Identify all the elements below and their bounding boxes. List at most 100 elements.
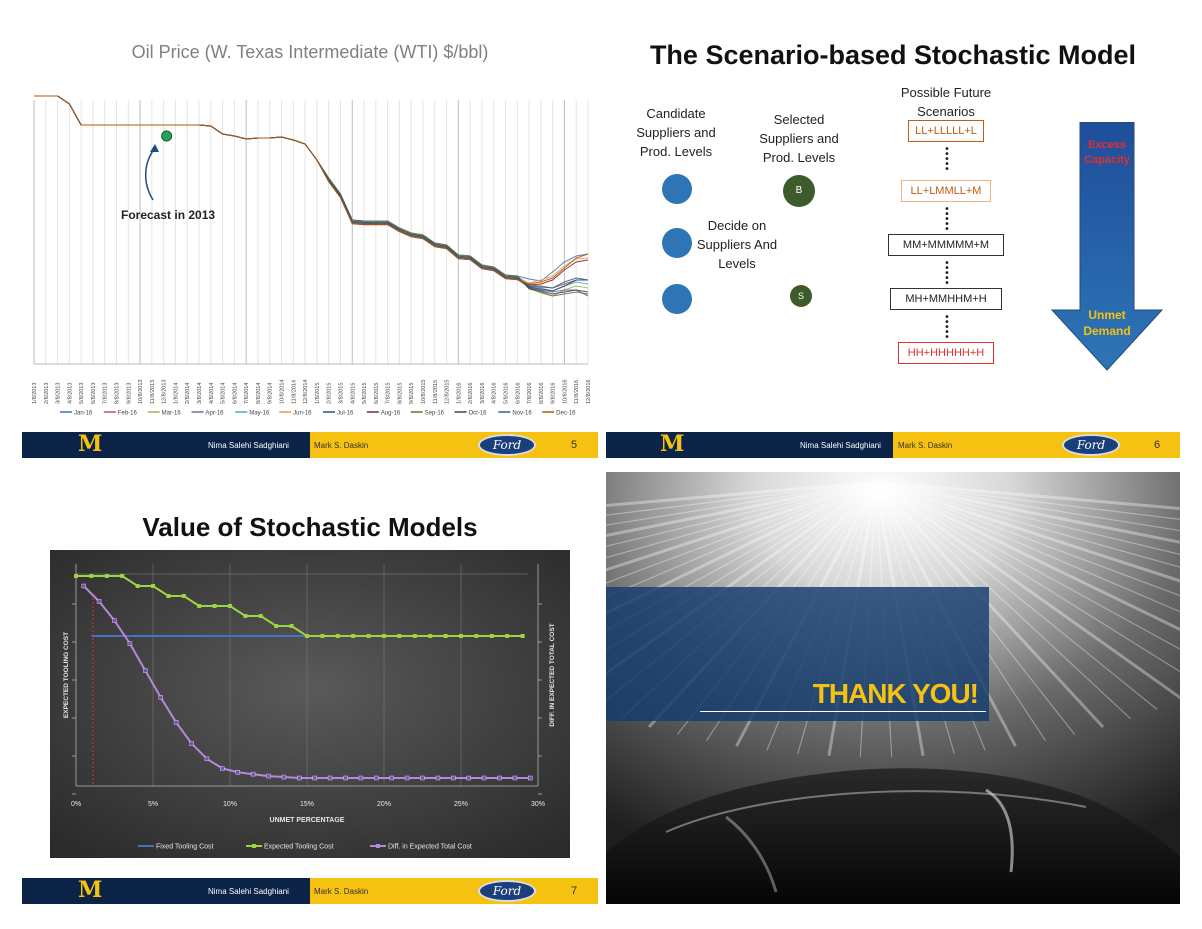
x-tick-label: 2/8/2013 xyxy=(44,383,50,404)
candidate-node-2 xyxy=(662,228,692,258)
candidate-node-1 xyxy=(662,174,692,204)
thank-you-text: THANK YOU! xyxy=(812,678,979,709)
series-marker-diff xyxy=(420,775,425,781)
series-marker-diff xyxy=(266,773,271,779)
series-marker-expected xyxy=(505,634,510,638)
x-tick-label: 3/8/2014 xyxy=(197,383,203,404)
slide-oil-price: Oil Price (W. Texas Intermediate (WTI) $… xyxy=(22,22,598,458)
x-tick-label: 2/8/2014 xyxy=(185,383,191,404)
ford-logo: Ford xyxy=(478,880,536,902)
scenario-box: LL+LLLLL+L xyxy=(908,120,984,142)
y-axis-title: EXPECTED TOOLING COST xyxy=(63,632,70,718)
author-2: Mark S. Daskin xyxy=(898,441,953,450)
x-tick-label: 5/8/2014 xyxy=(221,383,227,404)
price-series-line xyxy=(34,95,589,297)
legend-label: Mar-16 xyxy=(162,411,182,417)
x-tick-label: 8/8/2016 xyxy=(539,383,545,404)
scenario-box: HH+HHHHH+H xyxy=(898,342,994,364)
series-marker-expected xyxy=(166,594,171,598)
x-tick-label: 11/8/2016 xyxy=(574,380,580,404)
x-tick-label: 8/8/2013 xyxy=(115,383,121,404)
series-marker-diff xyxy=(327,775,333,781)
x-tick-label: 8/8/2014 xyxy=(256,383,262,404)
series-marker-expected xyxy=(243,614,248,618)
series-marker-expected xyxy=(520,634,525,638)
y2-axis-title: DIFF. IN EXPECTED TOTAL COST xyxy=(549,623,556,726)
series-marker-diff xyxy=(158,695,163,700)
series-marker-expected xyxy=(335,634,340,638)
series-marker-expected xyxy=(258,614,263,618)
slide-value-stochastic: Value of Stochastic Models 0% 5% 10% 15% 20%… xyxy=(22,472,598,904)
x-tick-label: 9/8/2013 xyxy=(126,383,132,404)
price-series-line xyxy=(34,95,589,284)
series-marker-diff xyxy=(497,775,502,781)
legend-label: Jul-16 xyxy=(337,411,354,417)
series-marker-expected xyxy=(412,634,417,638)
x-tick-label: 4/8/2015 xyxy=(350,383,356,404)
x-tick-label: 8/8/2015 xyxy=(397,383,403,404)
series-marker-diff xyxy=(143,668,148,673)
x-tick-label: 12/8/2016 xyxy=(586,380,592,404)
light-streak xyxy=(875,480,1180,510)
legend-label: Fixed Tooling Cost xyxy=(156,844,214,851)
series-marker-expected xyxy=(274,624,279,628)
slide-title: Value of Stochastic Models xyxy=(142,512,478,542)
x-tick-label: 11/8/2014 xyxy=(291,380,297,404)
light-streak xyxy=(875,481,1180,568)
ford-logo: Ford xyxy=(1062,434,1120,456)
michigan-logo: M xyxy=(78,877,103,903)
slide-thank-you: THANK YOU! xyxy=(606,472,1180,904)
series-marker-expected xyxy=(74,574,78,578)
slide-title: The Scenario-based Stochastic Model xyxy=(649,40,1137,70)
series-marker-expected xyxy=(135,584,140,588)
series-marker-expected xyxy=(305,634,309,638)
x-tick-label: 12/8/2015 xyxy=(445,380,451,404)
x-tick-label: 2/8/2015 xyxy=(327,383,333,404)
series-marker-diff xyxy=(528,775,533,781)
series-marker-diff xyxy=(81,583,86,589)
light-streak xyxy=(874,480,1105,729)
series-marker-expected xyxy=(212,604,217,608)
annotation-arrow xyxy=(145,147,156,201)
series-marker-expected xyxy=(89,574,94,578)
series-marker-diff xyxy=(112,618,117,623)
light-streak xyxy=(606,480,877,615)
forecast-annotation: Forecast in 2013 xyxy=(121,208,216,222)
slide-stochastic-model: The Scenario-based Stochastic Model Cand… xyxy=(606,22,1180,458)
light-streak xyxy=(875,480,1180,632)
legend-marker xyxy=(376,844,380,848)
x-tick-label: 7/8/2016 xyxy=(527,383,533,404)
x-tick-label: 2/8/2016 xyxy=(468,383,474,404)
capacity-arrow xyxy=(1050,122,1164,371)
series-marker-diff xyxy=(466,775,471,781)
annotation-arrowhead xyxy=(150,144,159,152)
series-marker-expected xyxy=(351,634,356,638)
light-streak xyxy=(875,481,1180,532)
node-label-s: S xyxy=(797,291,804,301)
series-marker-diff xyxy=(374,775,379,781)
series-marker-diff xyxy=(204,756,210,762)
x-tick-label: 9/8/2016 xyxy=(551,383,557,404)
x-tick-label: 15% xyxy=(300,801,314,808)
arrow-bottom-label: Unmet Demand xyxy=(1083,308,1131,338)
x-tick-label: 9/8/2015 xyxy=(409,383,415,404)
author-1: Nima Salehi Sadghiani xyxy=(208,887,289,896)
series-marker-diff xyxy=(189,741,194,746)
x-tick-label: 10/8/2014 xyxy=(280,380,286,404)
page-number: 5 xyxy=(571,439,578,451)
arrow-top-label: Excess Capacity xyxy=(1084,139,1130,166)
series-marker-expected xyxy=(181,594,186,598)
x-tick-label: 12/8/2014 xyxy=(303,380,309,404)
x-tick-label: 12/8/2013 xyxy=(162,380,168,404)
series-marker-diff xyxy=(250,771,256,777)
legend-label: Expected Tooling Cost xyxy=(264,844,334,851)
page-number: 7 xyxy=(571,885,578,897)
x-tick-label: 11/8/2013 xyxy=(150,380,156,404)
x-tick-label: 10% xyxy=(223,801,237,808)
legend-label: May-16 xyxy=(249,411,270,417)
author-1: Nima Salehi Sadghiani xyxy=(208,441,289,450)
series-marker-expected xyxy=(104,574,109,578)
legend-label: Feb-16 xyxy=(118,411,138,417)
light-streak xyxy=(606,481,877,584)
vertical-dots: • • • • • xyxy=(944,312,950,343)
